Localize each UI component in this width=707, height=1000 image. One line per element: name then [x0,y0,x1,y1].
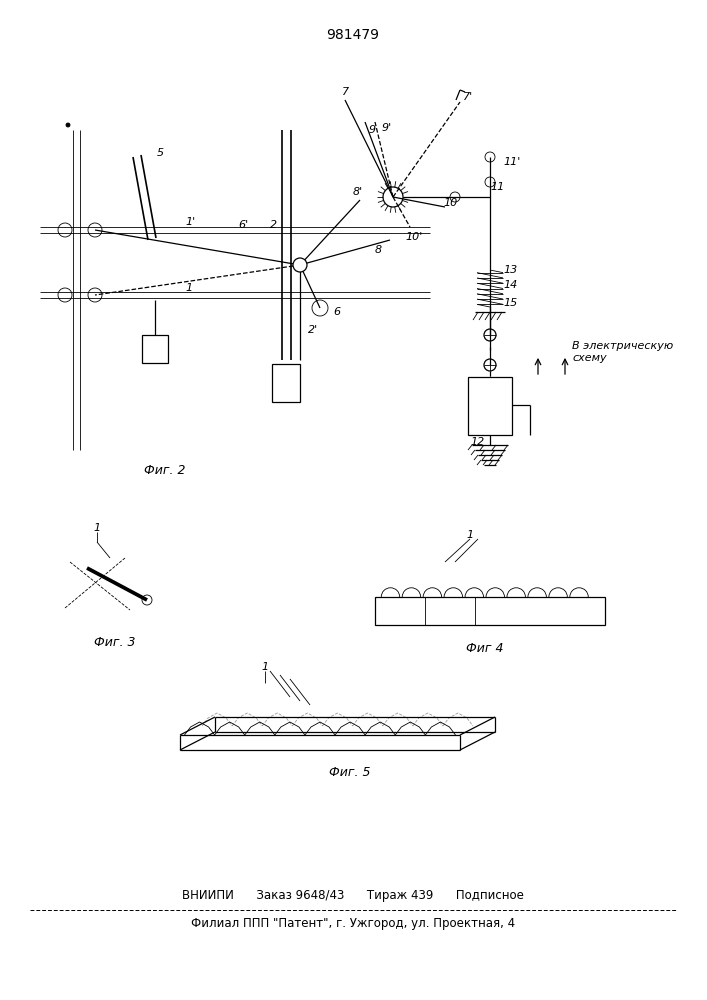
Text: Фиг. 3: Фиг. 3 [94,636,136,648]
Bar [272,364,300,402]
Text: 7: 7 [342,87,349,97]
Text: 11': 11' [503,157,520,167]
Text: 2: 2 [270,220,277,230]
Text: 14: 14 [503,280,518,290]
Bar [468,377,512,435]
Circle shape [66,123,70,127]
Text: В электрическую
схему: В электрическую схему [572,341,673,363]
Text: 10: 10 [443,198,457,208]
Text: 1: 1 [185,283,192,293]
Text: Филиал ППП "Патент", г. Ужгород, ул. Проектная, 4: Филиал ППП "Патент", г. Ужгород, ул. Про… [191,918,515,930]
Text: 1: 1 [467,530,474,540]
Text: Фиг 4: Фиг 4 [466,642,504,654]
Text: 8': 8' [353,187,363,197]
Text: Фиг. 2: Фиг. 2 [144,464,186,477]
Text: 9': 9' [382,123,392,133]
Text: 13: 13 [503,265,518,275]
Text: Фиг. 5: Фиг. 5 [329,766,370,780]
Text: 2': 2' [308,325,318,335]
Text: 1: 1 [262,662,269,672]
Text: 1: 1 [93,523,100,533]
Text: ВНИИПИ      Заказ 9648/43      Тираж 439      Подписное: ВНИИПИ Заказ 9648/43 Тираж 439 Подписное [182,890,524,902]
Text: 9: 9 [369,125,376,135]
Text: 11: 11 [490,182,504,192]
Text: 8: 8 [375,245,382,255]
Text: 6': 6' [238,220,248,230]
Text: 981479: 981479 [327,28,380,42]
Text: 1': 1' [185,217,195,227]
Text: 5: 5 [157,148,164,158]
Bar [142,335,168,363]
Bar [375,597,605,625]
Text: 12: 12 [470,437,484,447]
Circle shape [293,258,307,272]
Text: 10': 10' [405,232,422,242]
Text: 15: 15 [503,298,518,308]
Text: 7': 7' [463,92,473,102]
Text: 6: 6 [333,307,340,317]
